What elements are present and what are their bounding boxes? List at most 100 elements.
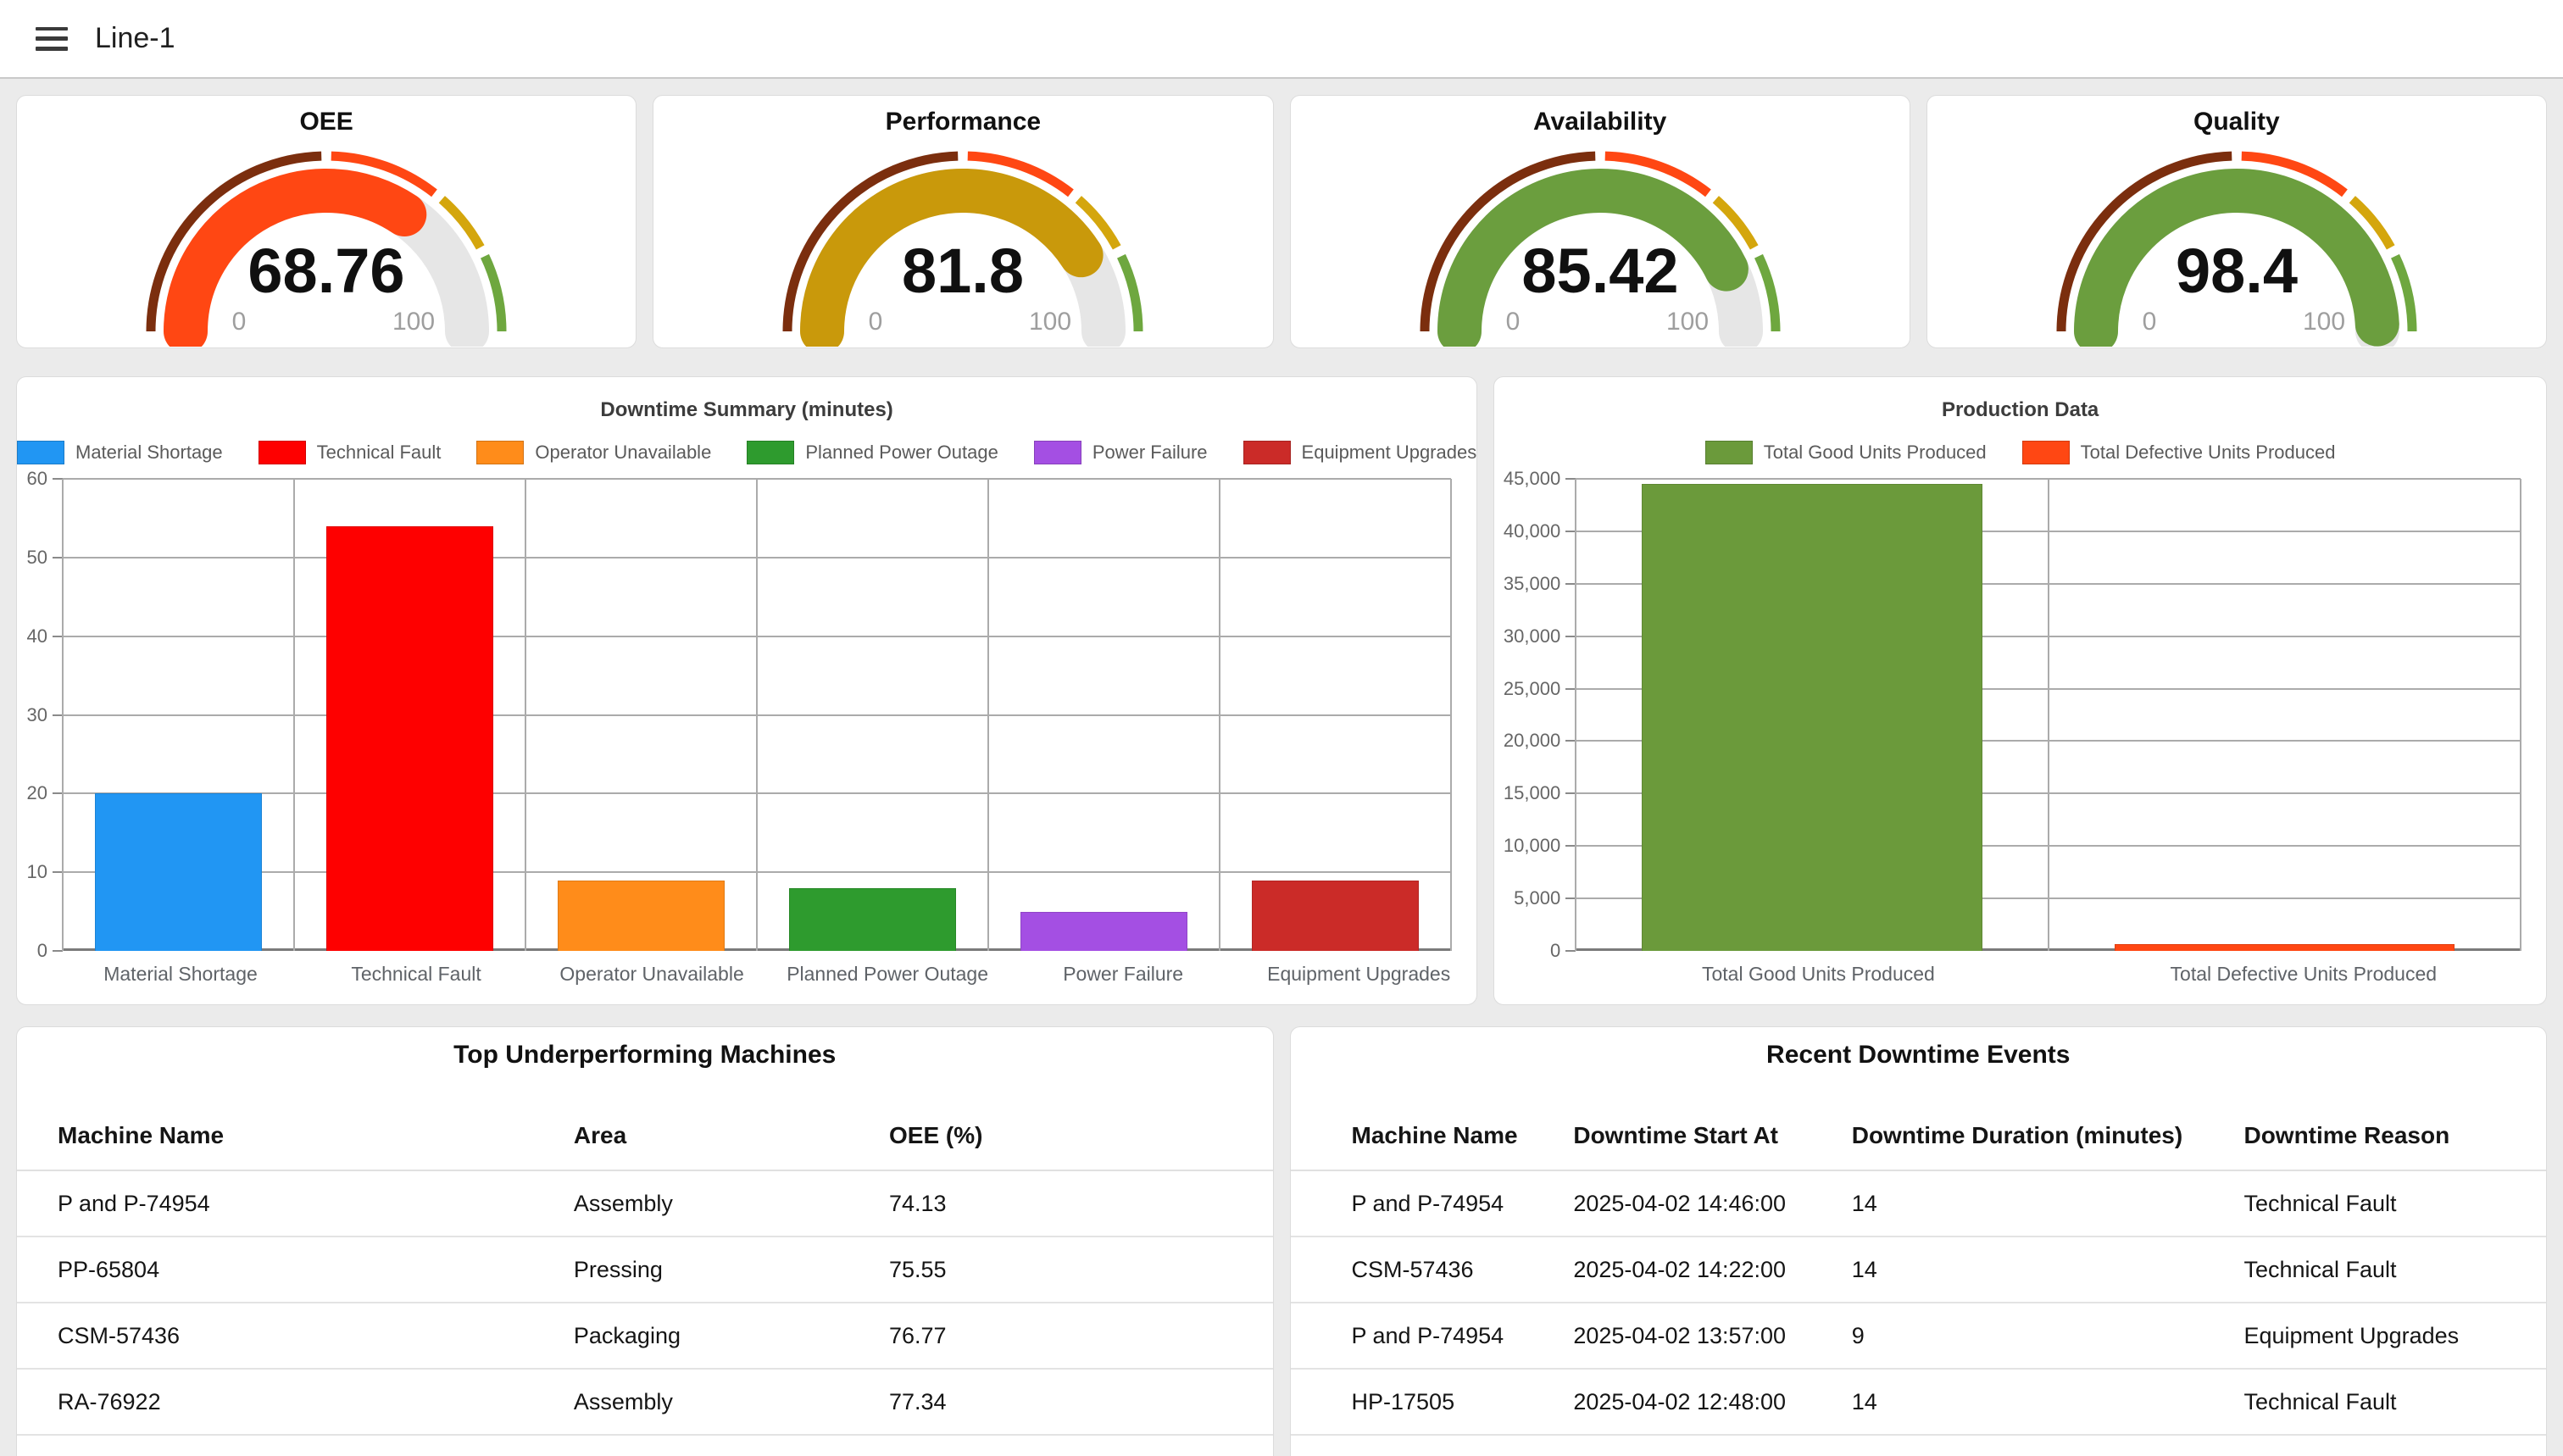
gauge: 85.420 100 — [1420, 151, 1781, 347]
table-cell: 76.77 — [888, 1322, 947, 1348]
table-cell: 14 — [1851, 1388, 1877, 1414]
y-axis-label: 15,000 — [1503, 782, 1561, 804]
table-cell: P and P-74954 — [1351, 1190, 1504, 1216]
x-axis-label: Material Shortage — [103, 963, 258, 985]
table-cell: 14 — [1851, 1256, 1877, 1282]
legend-item[interactable]: Total Defective Units Produced — [2021, 441, 2335, 464]
gauge-ring-segment — [1712, 196, 1759, 250]
legend-item[interactable]: Total Good Units Produced — [1704, 441, 1987, 464]
legend-item[interactable]: Operator Unavailable — [476, 441, 711, 464]
gauge-chart: 85.42 0 100 — [1291, 136, 1910, 347]
gauge-ring-segment — [2056, 151, 2232, 332]
gauge-chart: 98.4 0 100 — [1927, 136, 2546, 347]
gauge-fill — [800, 169, 1104, 347]
underperforming-machines-card: Top Underperforming Machines Machine Nam… — [16, 1026, 1274, 1456]
vertical-gridline — [525, 479, 527, 951]
table-cell: 75.55 — [888, 1256, 947, 1282]
column-header: Machine Name — [58, 1122, 225, 1148]
table-title: Recent Downtime Events — [1766, 1041, 2071, 1069]
gauge-ring-segment — [2349, 196, 2395, 250]
vertical-gridline — [1450, 479, 1453, 951]
gauge-ring-segment — [782, 151, 959, 332]
tables-row: Top Underperforming Machines Machine Nam… — [16, 1026, 2547, 1456]
table-cell: CSM-57436 — [58, 1322, 181, 1348]
table-cell: PP-65804 — [58, 1256, 160, 1282]
table-cell: 74.13 — [888, 1190, 947, 1216]
legend-item[interactable]: Technical Fault — [258, 441, 442, 464]
legend-item[interactable]: Planned Power Outage — [747, 441, 998, 464]
legend-item[interactable]: Material Shortage — [17, 441, 223, 464]
y-axis: 0 10 20 30 40 50 60 — [17, 468, 63, 961]
plot-area — [62, 478, 1453, 951]
vertical-gridline — [2520, 479, 2521, 951]
vertical-gridline — [62, 479, 64, 951]
column-header: Area — [573, 1122, 627, 1148]
legend-label: Material Shortage — [75, 442, 223, 463]
x-axis: Total Good Units Produced Total Defective… — [1576, 963, 2546, 986]
column-header: Downtime Start At — [1573, 1122, 1778, 1148]
y-axis-tick — [53, 635, 63, 637]
x-axis-label: Technical Fault — [351, 963, 481, 985]
legend-swatch — [17, 441, 64, 464]
legend-item[interactable]: Power Failure — [1033, 441, 1208, 464]
table-cell: Pressing — [573, 1256, 663, 1282]
y-axis-label: 60 — [26, 468, 47, 489]
hamburger-menu-icon[interactable] — [36, 26, 68, 51]
gauge-value: 68.76 — [248, 236, 405, 306]
table-row: HP-17505 2025-04-02 12:48:00 14 Technical F… — [1290, 1370, 2546, 1436]
y-axis-tick — [1565, 687, 1576, 690]
y-axis-tick — [1565, 478, 1576, 480]
table-header-row: Machine Name Area OEE (%) — [17, 1102, 1273, 1171]
y-axis-tick — [53, 478, 63, 480]
production-data-chart-card: Production Data Total Good Units Produce… — [1493, 376, 2547, 1005]
gauge-ring-segment — [1117, 253, 1143, 332]
column-header: Downtime Duration (minutes) — [1851, 1122, 2183, 1148]
y-axis-tick — [1565, 530, 1576, 532]
y-axis: 0 5,000 10,000 15,000 20,000 25,000 30,000 35,0… — [1494, 468, 1576, 961]
table-row: CSM-57436 2025-04-02 14:22:00 14 Technical … — [1290, 1237, 2546, 1303]
legend-label: Technical Fault — [316, 442, 442, 463]
gauge-max-label: 100 — [2303, 308, 2345, 336]
bar — [95, 793, 262, 951]
gauge-card-performance: Performance 81.8 0 100 — [653, 95, 1274, 348]
gauge-title: Quality — [2193, 108, 2280, 136]
legend-label: Planned Power Outage — [805, 442, 998, 463]
table-header-row: Machine Name Downtime Start At Downtime Du… — [1290, 1102, 2546, 1171]
vertical-gridline — [756, 479, 759, 951]
bar — [326, 525, 493, 951]
gauge-fill — [164, 169, 427, 347]
gauge-chart: 81.8 0 100 — [653, 136, 1272, 347]
y-axis-label: 30,000 — [1503, 625, 1561, 647]
y-axis-tick — [1565, 635, 1576, 637]
x-axis-label: Total Defective Units Produced — [2170, 963, 2438, 985]
table-cell: 2025-04-02 14:46:00 — [1573, 1190, 1787, 1216]
y-axis-label: 50 — [26, 546, 47, 568]
y-axis-tick — [53, 950, 63, 952]
y-axis-label: 25,000 — [1503, 677, 1561, 699]
vertical-gridline — [1575, 479, 1577, 951]
legend-item[interactable]: Equipment Upgrades — [1243, 441, 1476, 464]
table-cell: Assembly — [573, 1388, 673, 1414]
table-cell: 77.34 — [888, 1388, 947, 1414]
production-data-chart: Total Good Units Produced Total Defective… — [1494, 440, 2546, 986]
gauge-max-label: 100 — [1029, 308, 1071, 336]
y-axis-label: 10 — [26, 861, 47, 883]
gauge-ring-segment — [967, 151, 1075, 197]
gauge-min-label: 0 — [1505, 308, 1520, 336]
y-axis-label: 30 — [26, 703, 47, 725]
recent-downtime-events-table: Machine Name Downtime Start At Downtime Du… — [1290, 1102, 2546, 1436]
table-row: P and P-74954 2025-04-02 14:46:00 14 Techni… — [1290, 1171, 2546, 1237]
y-axis-label: 40 — [26, 625, 47, 647]
gauge-fill — [2073, 169, 2399, 347]
table-cell: Technical Fault — [2243, 1256, 2397, 1282]
gauge-ring-segment — [1604, 151, 1711, 197]
table-cell: 9 — [1851, 1322, 1865, 1348]
table-cell: Packaging — [573, 1322, 681, 1348]
gauge-chart: 68.76 0 100 — [17, 136, 636, 347]
gauge-card-quality: Quality 98.4 0 100 — [1926, 95, 2547, 348]
chart-legend: Total Good Units Produced Total Defective… — [1494, 440, 2546, 465]
gauge-value: 85.42 — [1521, 236, 1678, 306]
underperforming-machines-table: Machine Name Area OEE (%) P and P-74954 Asse… — [17, 1102, 1273, 1436]
table-cell: Equipment Upgrades — [2243, 1322, 2460, 1348]
downtime-summary-chart-card: Downtime Summary (minutes) Material Shor… — [16, 376, 1478, 1005]
